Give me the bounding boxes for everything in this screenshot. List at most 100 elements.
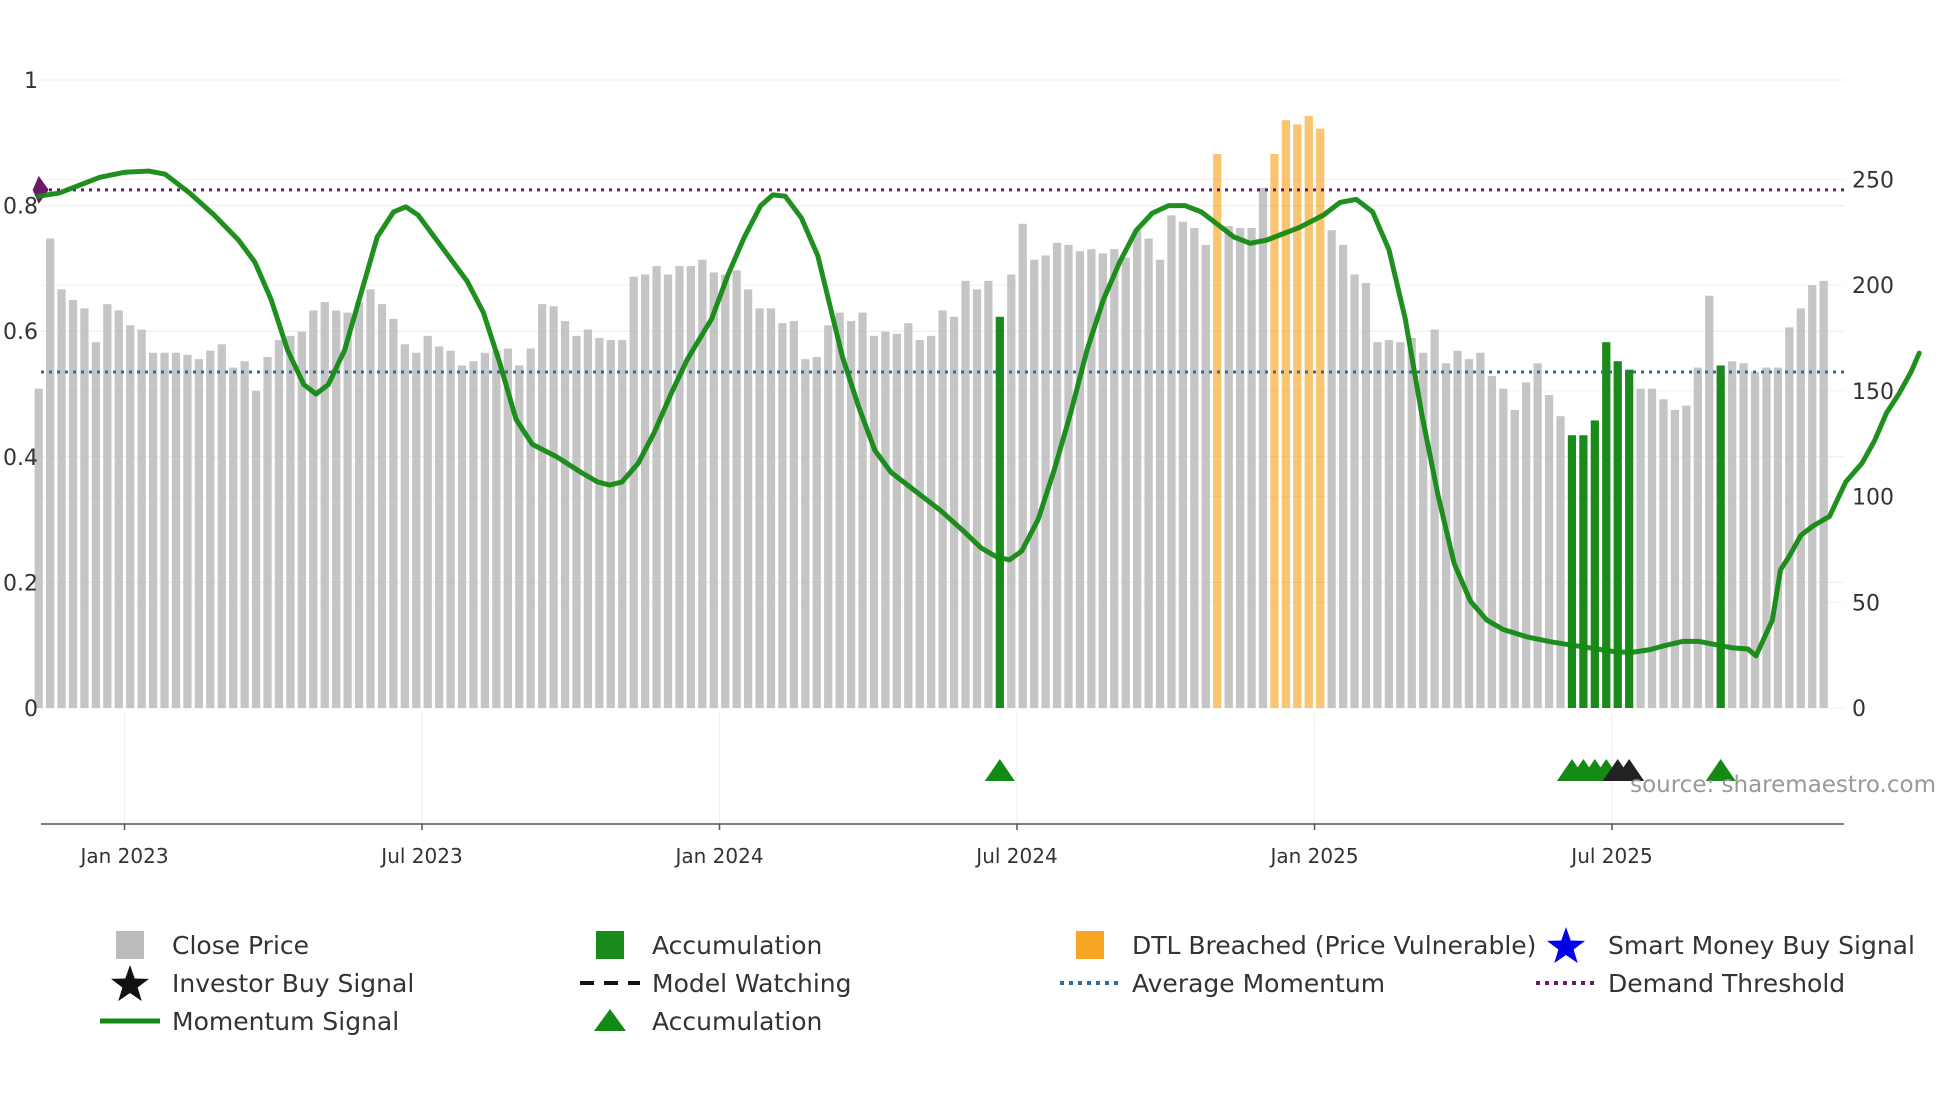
close-price-bar	[80, 308, 89, 708]
close-price-bar	[114, 310, 123, 708]
close-price-bar	[229, 367, 238, 708]
close-price-bar	[57, 289, 66, 708]
accumulation-bar	[1579, 435, 1588, 708]
close-price-bar	[1201, 244, 1210, 708]
legend-item: Accumulation	[596, 931, 822, 960]
close-price-bar	[412, 352, 421, 708]
close-price-bar	[1659, 399, 1668, 708]
close-price-bar	[217, 344, 226, 708]
close-price-bar	[515, 365, 524, 708]
dtl-breached-bar	[1304, 115, 1313, 709]
close-price-bar	[263, 356, 272, 708]
close-price-bar	[1510, 409, 1519, 708]
price-bars	[34, 115, 1828, 709]
close-price-bar	[435, 346, 444, 708]
dtl-breached-bar	[1281, 120, 1291, 708]
x-tick-label: Jul 2025	[1569, 844, 1652, 868]
left-tick-label: 0.2	[3, 571, 38, 596]
x-tick-label: Jan 2025	[1268, 844, 1358, 868]
legend-star-icon	[110, 965, 150, 1002]
close-price-bar	[881, 331, 890, 708]
close-price-bar	[274, 340, 284, 708]
dtl-breached-bar	[1316, 128, 1325, 708]
model-watching-triangle	[1614, 759, 1645, 781]
close-price-bar	[148, 352, 158, 708]
close-price-bar	[606, 340, 615, 708]
close-price-bar	[824, 325, 833, 708]
close-price-bar	[1544, 395, 1554, 708]
close-price-bar	[709, 272, 718, 708]
close-price-bar	[549, 306, 558, 708]
close-price-bar	[846, 321, 856, 708]
legend-label: Average Momentum	[1132, 969, 1385, 998]
close-price-bar	[1796, 308, 1805, 708]
legend-item: Smart Money Buy Signal	[1546, 927, 1915, 964]
close-price-bar	[526, 348, 535, 708]
left-tick-label: 0.8	[3, 195, 38, 220]
close-price-bar	[1453, 350, 1462, 708]
close-price-bar	[915, 340, 924, 708]
legend-item: Model Watching	[580, 969, 852, 998]
legend-item: Investor Buy Signal	[110, 965, 414, 1002]
close-price-bar	[1773, 367, 1783, 708]
close-price-bar	[1808, 285, 1817, 708]
close-price-bar	[309, 310, 318, 708]
close-price-bar	[1499, 388, 1508, 708]
close-price-bar	[366, 289, 375, 708]
close-price-bar	[34, 388, 43, 708]
right-tick-label: 200	[1852, 274, 1894, 299]
x-tick-label: Jan 2024	[673, 844, 763, 868]
close-price-bar	[766, 308, 776, 708]
right-tick-label: 150	[1852, 380, 1894, 405]
x-tick-label: Jul 2024	[974, 844, 1057, 868]
close-price-bar	[652, 266, 661, 708]
dtl-breached-bar	[1213, 154, 1222, 709]
legend-item: Accumulation	[594, 1007, 822, 1036]
close-price-bar	[1236, 228, 1245, 708]
accumulation-triangle	[984, 759, 1015, 781]
close-price-bar	[801, 359, 810, 708]
close-price-bar	[1007, 274, 1016, 708]
accumulation-bar	[1567, 435, 1577, 708]
close-price-bar	[961, 280, 970, 708]
left-tick-label: 0	[24, 697, 38, 722]
legend-swatch	[596, 931, 624, 959]
right-tick-label: 50	[1852, 591, 1880, 616]
close-price-bar	[1338, 244, 1348, 708]
legend-star-icon	[1546, 927, 1586, 964]
close-price-bar	[91, 342, 101, 708]
dtl-breached-bar	[1293, 124, 1302, 708]
close-price-bar	[320, 302, 329, 708]
close-price-bar	[904, 323, 913, 708]
momentum-line	[36, 168, 1922, 659]
close-price-bar	[892, 333, 901, 708]
accumulation-bar	[1716, 365, 1725, 708]
legend-label: Investor Buy Signal	[172, 969, 414, 998]
close-price-bar	[171, 352, 181, 708]
close-price-bar	[1350, 274, 1359, 708]
close-price-bar	[686, 266, 696, 708]
close-price-bar	[869, 335, 879, 708]
legend-item: Momentum Signal	[100, 1007, 399, 1036]
close-price-bar	[1430, 329, 1439, 708]
close-price-bar	[1327, 230, 1336, 709]
signal-markers	[984, 759, 1736, 781]
close-price-bar	[1819, 280, 1828, 708]
close-price-bar	[194, 359, 203, 708]
close-price-bar	[1522, 382, 1531, 708]
close-price-bar	[1098, 253, 1107, 708]
legend-label: Model Watching	[652, 969, 852, 998]
close-price-bar	[389, 318, 398, 708]
close-price-bar	[641, 274, 650, 708]
close-price-bar	[1384, 340, 1393, 708]
close-price-bar	[1041, 255, 1050, 708]
close-price-bar	[206, 350, 215, 708]
close-price-bar	[1693, 367, 1702, 708]
close-price-bar	[732, 270, 741, 708]
legend-label: Close Price	[172, 931, 309, 960]
close-price-bar	[446, 350, 455, 708]
legend-label: Accumulation	[652, 1007, 822, 1036]
close-price-bar	[1121, 257, 1130, 708]
close-price-bar	[297, 331, 306, 708]
close-price-bar	[1533, 363, 1542, 708]
